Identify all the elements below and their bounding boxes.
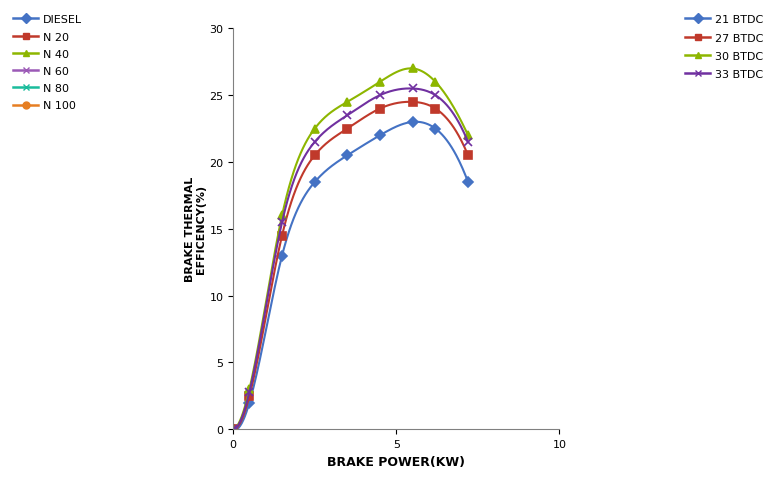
Legend: DIESEL, N 20, N 40, N 60, N 80, N 100: DIESEL, N 20, N 40, N 60, N 80, N 100 [13,15,82,111]
Y-axis label: BRAKE THERMAL
EFFICENCY(%): BRAKE THERMAL EFFICENCY(%) [185,177,207,282]
Legend: 21 BTDC, 27 BTDC, 30 BTDC, 33 BTDC: 21 BTDC, 27 BTDC, 30 BTDC, 33 BTDC [685,15,764,80]
X-axis label: BRAKE POWER(KW): BRAKE POWER(KW) [327,455,465,468]
